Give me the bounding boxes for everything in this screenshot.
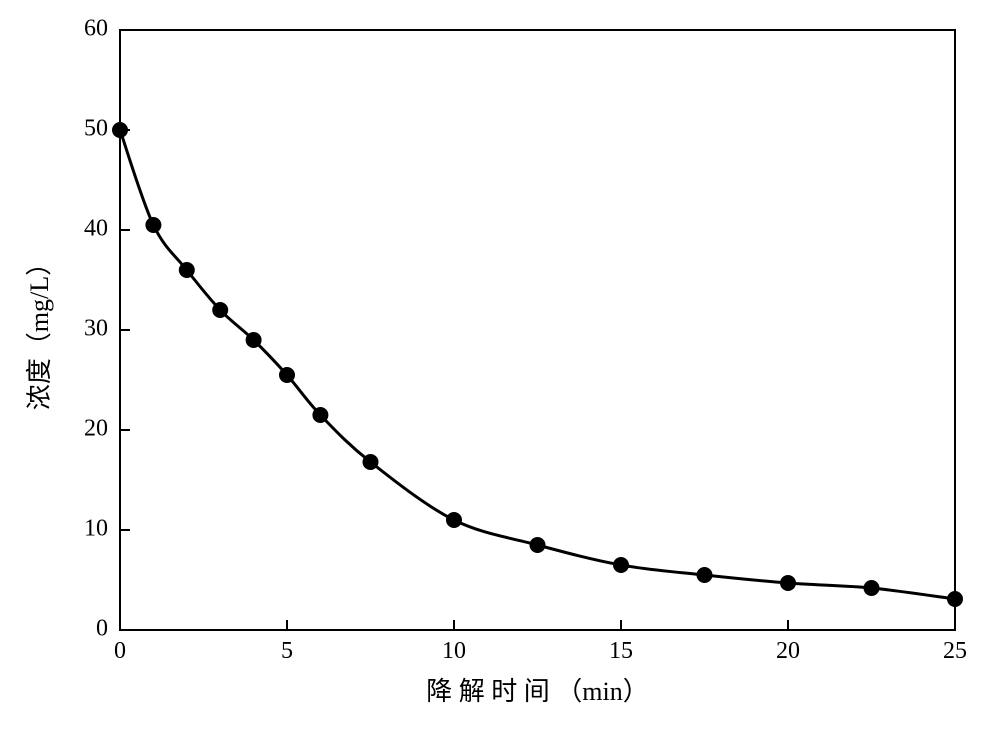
x-tick-label: 25 — [943, 638, 967, 664]
x-axis-label: 降 解 时 间 （min） — [426, 677, 648, 706]
y-tick-label: 30 — [84, 316, 108, 342]
data-point — [246, 332, 262, 348]
data-point — [145, 217, 161, 233]
y-tick-label: 20 — [84, 416, 108, 442]
x-tick-label: 5 — [281, 638, 293, 664]
y-tick-label: 50 — [84, 116, 108, 142]
y-tick-label: 0 — [96, 616, 108, 642]
data-point — [613, 557, 629, 573]
y-tick-label: 40 — [84, 216, 108, 242]
data-point — [112, 122, 128, 138]
y-axis-label: 浓度（mg/L） — [25, 250, 54, 410]
y-tick-label: 60 — [84, 16, 108, 42]
data-point — [179, 262, 195, 278]
data-point — [363, 454, 379, 470]
chart-container: 0 10 20 30 40 50 60 0 5 10 15 20 25 浓度（mg/L） 降 解 时 间 （… — [0, 0, 1000, 740]
x-tick-label: 20 — [776, 638, 800, 664]
chart-svg: 0 10 20 30 40 50 60 0 5 10 15 20 25 浓度（mg/L） 降 解 时 间 （… — [0, 0, 1000, 740]
data-point — [864, 580, 880, 596]
data-point — [312, 407, 328, 423]
data-point — [279, 367, 295, 383]
x-tick-label: 0 — [114, 638, 126, 664]
data-point — [947, 591, 963, 607]
x-tick-label: 10 — [442, 638, 466, 664]
data-point — [446, 512, 462, 528]
data-point — [697, 567, 713, 583]
x-tick-label: 15 — [609, 638, 633, 664]
data-point — [780, 575, 796, 591]
data-point — [530, 537, 546, 553]
data-point — [212, 302, 228, 318]
y-tick-label: 10 — [84, 516, 108, 542]
